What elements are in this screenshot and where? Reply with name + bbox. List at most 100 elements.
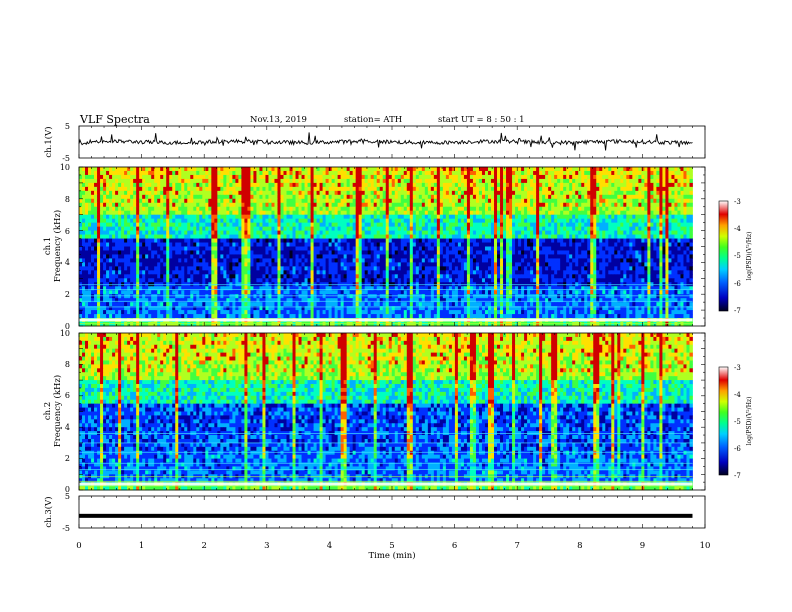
spectrogram-cell [445, 198, 450, 204]
spectrogram-cell [136, 206, 140, 212]
spectrogram-cell [494, 250, 498, 255]
spectrogram-cell [388, 190, 393, 196]
spectrogram-cell [487, 250, 492, 255]
spectrogram-cell [379, 202, 384, 208]
spectrogram-cell [391, 170, 396, 176]
spectrogram-cell [256, 230, 260, 235]
spectrogram-cell [376, 242, 381, 247]
spectrogram-cell [292, 254, 296, 259]
spectrogram-cell [139, 258, 143, 263]
spectrogram-cell [334, 194, 339, 200]
spectrogram-cell [512, 186, 516, 192]
spectrogram-cell [524, 222, 528, 228]
spectrogram-cell [208, 182, 212, 188]
spectrogram-cell [430, 218, 435, 224]
spectrogram-cell [166, 202, 170, 208]
spectrogram-cell [442, 246, 447, 251]
spectrogram-cell [313, 254, 317, 259]
spectrogram-cell [515, 254, 519, 259]
spectrogram-cell [385, 206, 390, 212]
spectrogram-cell [160, 206, 164, 212]
spectrogram-cell [680, 242, 684, 247]
spectrogram-cell [602, 238, 606, 243]
spectrogram-cell [295, 182, 299, 188]
spectrogram-cell [328, 226, 333, 232]
spectrogram-cell [172, 178, 176, 184]
spectrogram-cell [394, 182, 399, 188]
spectrogram-cell [283, 174, 287, 180]
spectrogram-cell [448, 186, 453, 192]
spectrogram-cell [668, 218, 672, 224]
spectrogram-cell [250, 186, 254, 192]
spectrogram-cell [193, 222, 197, 228]
spectrogram-cell [659, 218, 663, 224]
spectrogram-cell [304, 206, 308, 212]
spectrogram-cell [145, 174, 149, 180]
spectrogram-cell [647, 198, 651, 204]
spectrogram-cell [265, 190, 269, 196]
spectrogram-cell [238, 250, 242, 255]
spectrogram-cell [349, 182, 354, 188]
spectrogram-cell [394, 218, 399, 224]
spectrogram-cell [548, 198, 552, 204]
spectrogram-cell [620, 194, 624, 200]
spectrogram-cell [596, 250, 600, 255]
spectrogram-cell [587, 254, 591, 259]
spectrogram-cell [677, 230, 681, 235]
spectrogram-cell [271, 167, 275, 172]
spectrogram-cell [494, 226, 498, 232]
spectrogram-cell [503, 198, 507, 204]
spectrogram-cell [677, 186, 681, 192]
spectrogram-cell [689, 194, 693, 200]
spectrogram-cell [91, 182, 95, 188]
spectrogram-cell [148, 198, 152, 204]
spectrogram-cell [265, 178, 269, 184]
spectrogram-cell [373, 258, 378, 263]
spectrogram-cell [85, 190, 89, 196]
spectrogram-cell [115, 198, 119, 204]
spectrogram-cell [620, 238, 624, 243]
spectrogram-cell [94, 178, 98, 184]
spectrogram-cell [500, 170, 504, 176]
spectrogram-cell [109, 167, 113, 172]
spectrogram-cell [211, 206, 215, 212]
spectrogram-cell [283, 218, 287, 224]
spectrogram-cell [232, 167, 236, 172]
spectrogram-cell [403, 242, 408, 247]
spectrogram-cell [497, 246, 501, 251]
spectrogram-cell [115, 194, 119, 200]
spectrogram-cell [527, 206, 531, 212]
spectrogram-cell [148, 190, 152, 196]
spectrogram-cell [148, 202, 152, 208]
spectrogram-cell [208, 230, 212, 235]
spectrogram-cell [566, 246, 570, 251]
spectrogram-cell [656, 234, 660, 239]
spectrogram-cell [512, 226, 516, 232]
spectrogram-cell [295, 202, 299, 208]
spectrogram-cell [280, 250, 284, 255]
spectrogram-cell [677, 167, 681, 172]
spectrogram-cell [578, 246, 582, 251]
spectrogram-cell [557, 234, 561, 239]
spectrogram-cell [605, 198, 609, 204]
spectrogram-cell [160, 170, 164, 176]
spectrogram-cell [469, 174, 474, 180]
spectrogram-cell [277, 246, 281, 251]
spectrogram-cell [268, 194, 272, 200]
spectrogram-cell [454, 190, 459, 196]
spectrogram-cell [665, 167, 669, 172]
spectrogram-cell [169, 242, 173, 247]
spectrogram-cell [274, 167, 278, 172]
spectrogram-cell [382, 178, 387, 184]
spectrogram-cell [385, 186, 390, 192]
spectrogram-cell [103, 246, 107, 251]
spectrogram-cell [100, 194, 104, 200]
spectrogram-cell [244, 230, 248, 235]
spectrogram-cell [364, 214, 369, 220]
spectrogram-cell [169, 250, 173, 255]
spectrogram-cell [145, 170, 149, 176]
spectrogram-cell [115, 214, 119, 220]
spectrogram-cell [82, 230, 86, 235]
spectrogram-cell [412, 234, 417, 239]
spectrogram-cell [527, 234, 531, 239]
